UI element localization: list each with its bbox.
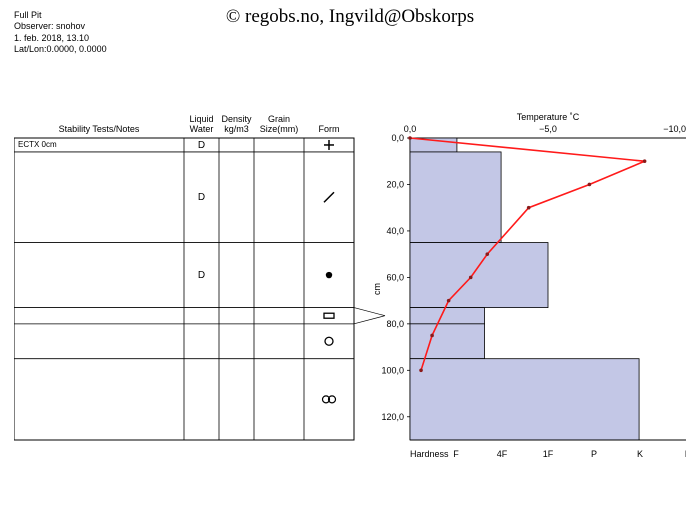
svg-text:ECTX 0cm: ECTX 0cm <box>18 140 57 149</box>
svg-text:Grain: Grain <box>268 114 290 124</box>
svg-text:60,0: 60,0 <box>386 272 404 282</box>
svg-text:F: F <box>453 449 459 459</box>
credit-line: © regobs.no, Ingvild@Obskorps <box>0 6 700 28</box>
svg-text:Liquid: Liquid <box>189 114 213 124</box>
svg-text:120,0: 120,0 <box>381 412 404 422</box>
svg-text:Form: Form <box>319 124 340 134</box>
svg-text:D: D <box>198 140 205 151</box>
svg-text:Water: Water <box>190 124 214 134</box>
datetime-line: 1. feb. 2018, 13.10 <box>14 33 107 44</box>
svg-text:D: D <box>198 192 205 203</box>
svg-text:0,0: 0,0 <box>404 124 417 134</box>
svg-text:Hardness: Hardness <box>410 449 449 459</box>
svg-text:K: K <box>637 449 643 459</box>
svg-text:Stability Tests/Notes: Stability Tests/Notes <box>59 124 140 134</box>
svg-text:Size(mm): Size(mm) <box>260 124 299 134</box>
svg-text:1F: 1F <box>543 449 554 459</box>
svg-text:−5,0: −5,0 <box>539 124 557 134</box>
svg-text:4F: 4F <box>497 449 508 459</box>
latlon-line: Lat/Lon:0.0000, 0.0000 <box>14 44 107 55</box>
svg-text:kg/m3: kg/m3 <box>224 124 249 134</box>
svg-text:40,0: 40,0 <box>386 226 404 236</box>
snow-profile-diagram: Stability Tests/Notes LiquidWater Densityk… <box>14 110 686 515</box>
svg-text:100,0: 100,0 <box>381 365 404 375</box>
svg-text:20,0: 20,0 <box>386 179 404 189</box>
svg-text:0,0: 0,0 <box>391 133 404 143</box>
svg-text:D: D <box>198 270 205 281</box>
svg-text:Temperature ˚C: Temperature ˚C <box>517 112 580 122</box>
svg-text:P: P <box>591 449 597 459</box>
svg-text:−10,0: −10,0 <box>663 124 686 134</box>
svg-text:cm: cm <box>372 283 382 295</box>
svg-text:80,0: 80,0 <box>386 319 404 329</box>
svg-text:I: I <box>685 449 686 459</box>
svg-text:Density: Density <box>221 114 252 124</box>
